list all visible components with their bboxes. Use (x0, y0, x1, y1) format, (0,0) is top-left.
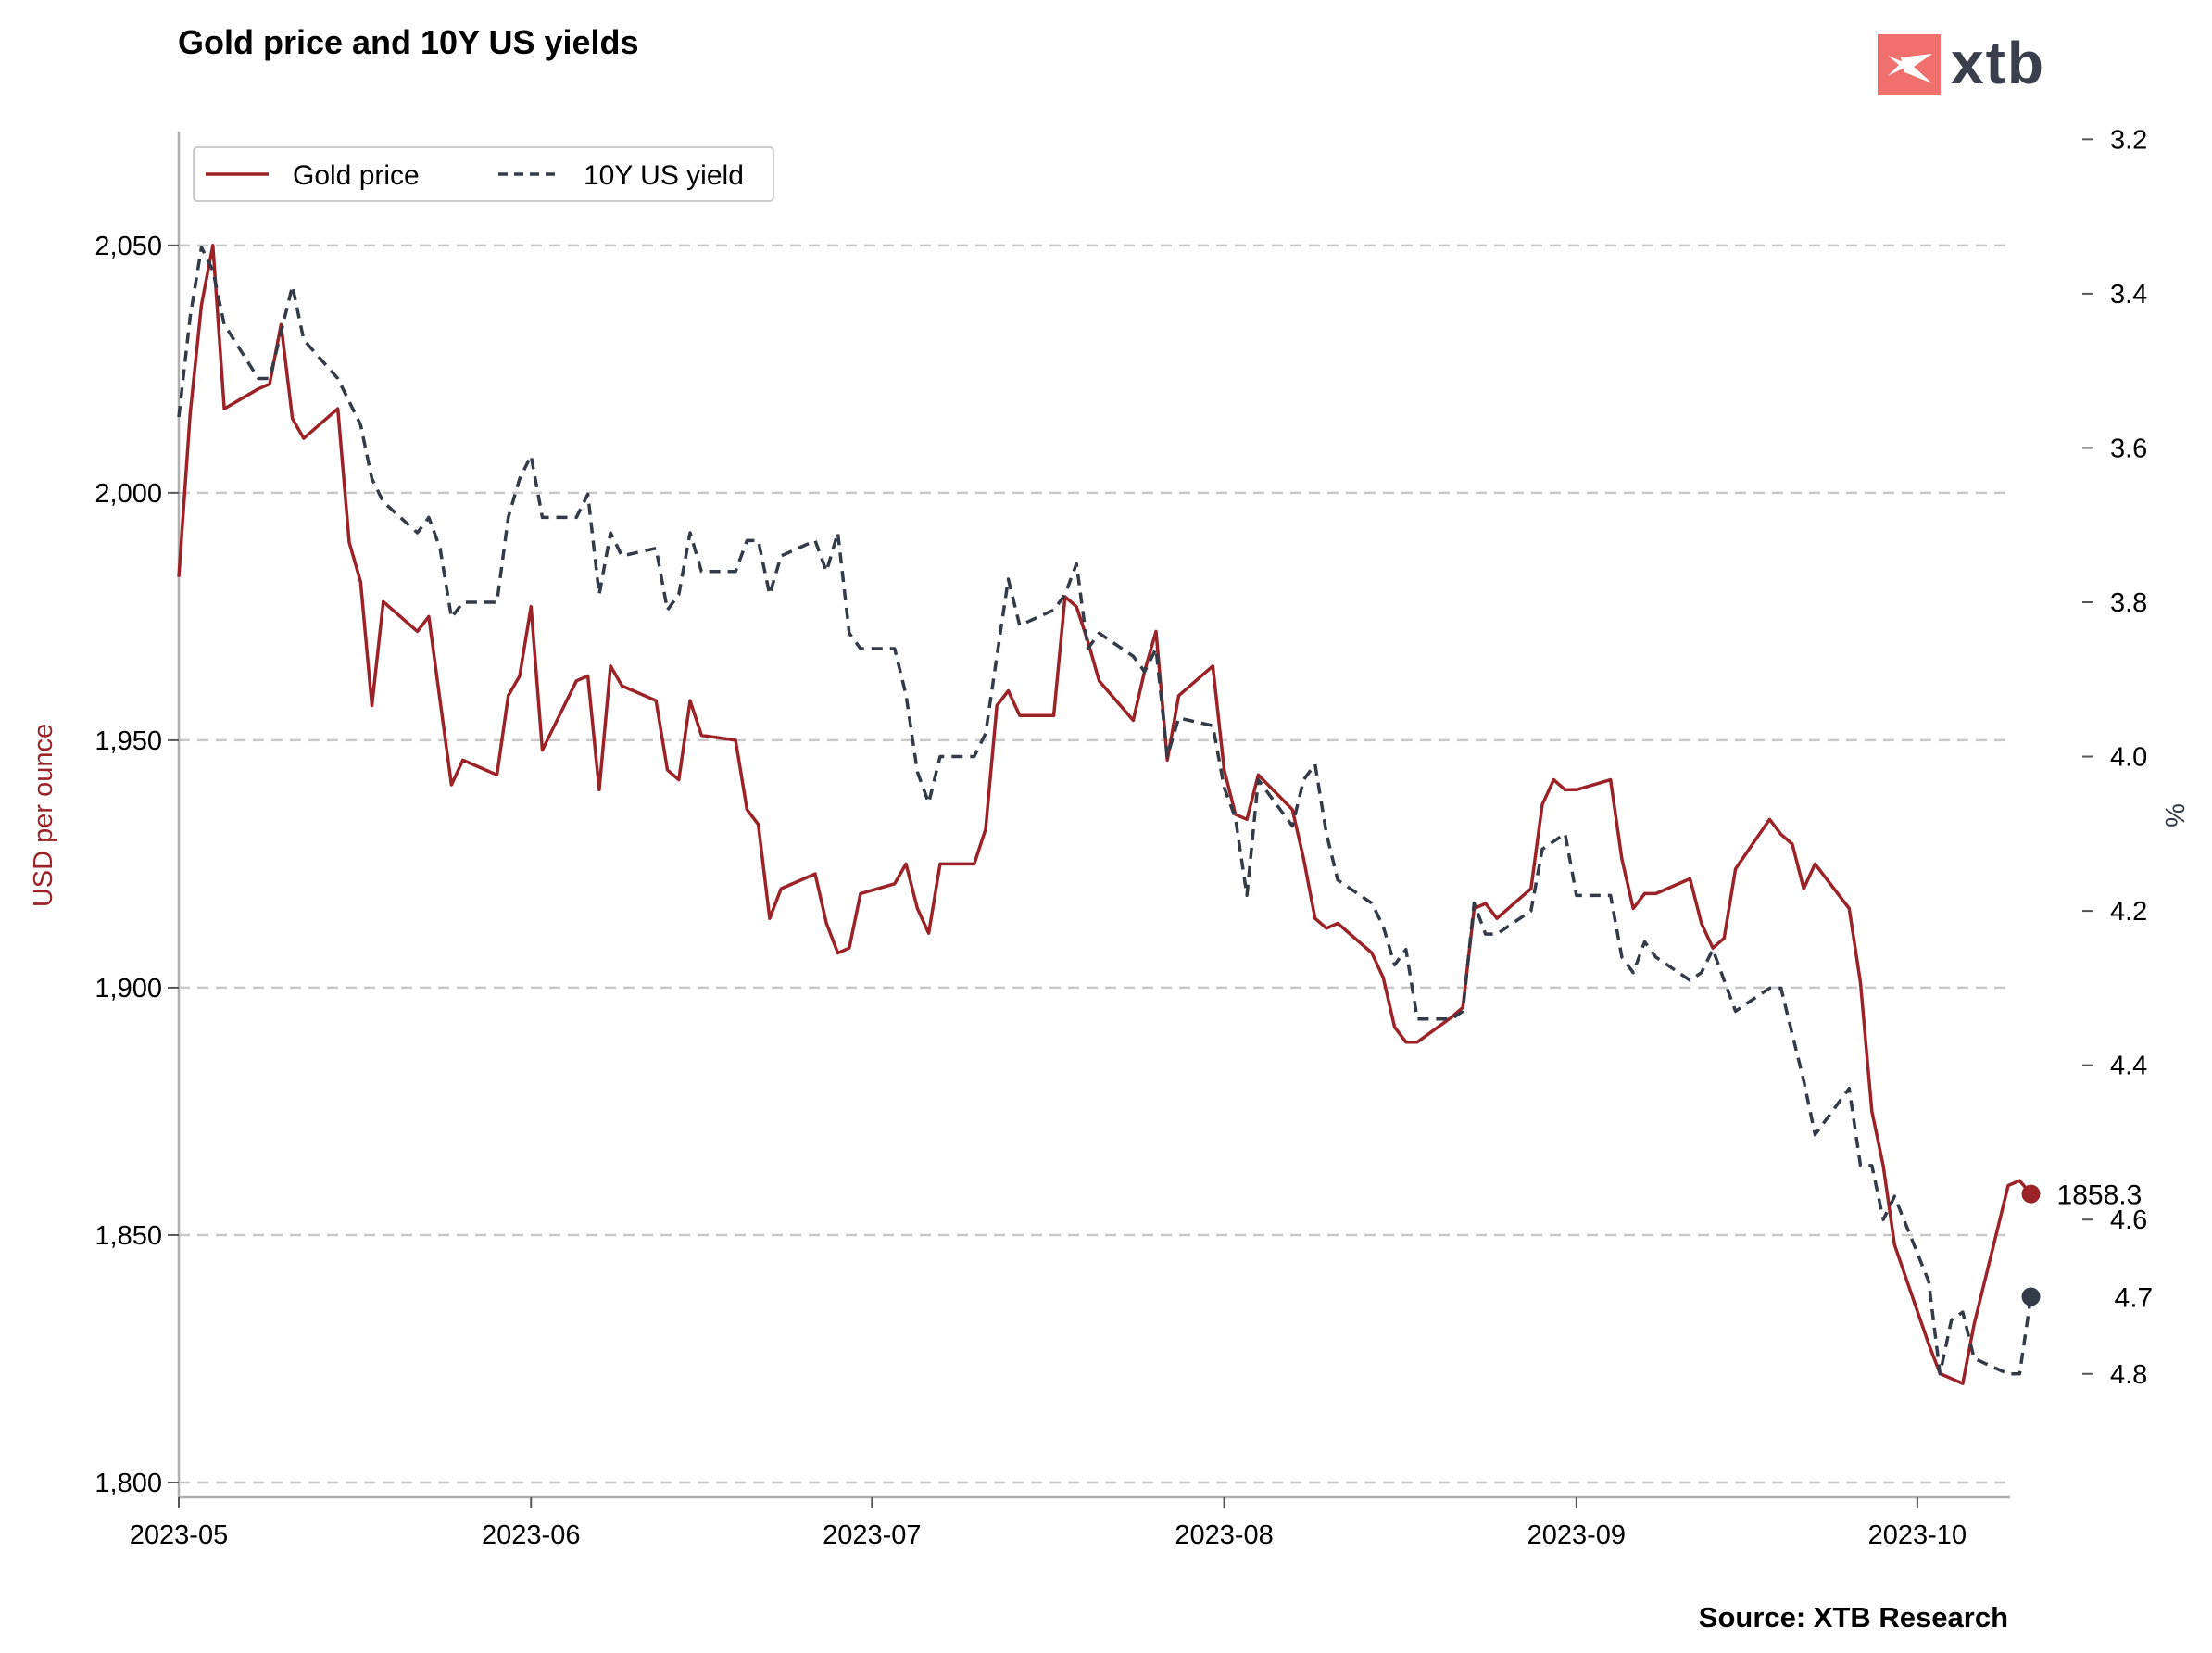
x-tick-label: 2023-09 (1527, 1521, 1626, 1550)
right-axis-ticks: 3.2 3.4 3.6 3.8 4.0 4.2 4.4 4.6 4.8 (2082, 125, 2147, 1390)
x-axis-ticks: 2023-05 2023-06 2023-07 2023-08 2023-09 2023-… (130, 1497, 1967, 1550)
right-tick-label: 4.2 (2110, 897, 2147, 927)
right-tick-label: 3.2 (2110, 125, 2147, 155)
left-axis-ticks: 1,800 1,850 1,900 1,950 2,000 2,050 (94, 232, 179, 1498)
left-tick-label: 1,850 (94, 1221, 162, 1251)
left-axis-label: USD per ounce (29, 724, 58, 907)
gold-end-label: 1858.3 (2057, 1180, 2143, 1211)
x-tick-label: 2023-08 (1175, 1521, 1273, 1550)
gold-price-line (177, 244, 2032, 1385)
right-tick-label: 4.4 (2110, 1052, 2147, 1081)
x-tick-label: 2023-05 (130, 1521, 228, 1550)
left-tick-label: 1,950 (94, 726, 162, 756)
right-tick-label: 3.8 (2110, 588, 2147, 618)
gold-end-marker (2021, 1184, 2041, 1204)
xtb-logo: xtb (1878, 30, 2045, 96)
left-tick-label: 1,800 (94, 1469, 162, 1498)
legend-label-yield: 10Y US yield (584, 160, 744, 191)
left-tick-label: 2,050 (94, 232, 162, 261)
right-axis-label: % (2161, 803, 2191, 827)
left-tick-label: 1,900 (94, 974, 162, 1003)
right-tick-label: 3.4 (2110, 280, 2147, 309)
right-tick-label: 4.8 (2110, 1360, 2147, 1390)
xtb-logo-text: xtb (1951, 30, 2045, 96)
series-group: 1858.3 4.7 (177, 244, 2154, 1385)
right-tick-label: 3.6 (2110, 434, 2147, 463)
left-tick-label: 2,000 (94, 479, 162, 509)
legend-label-gold: Gold price (293, 160, 420, 191)
gridlines (179, 244, 2008, 1484)
x-tick-label: 2023-10 (1868, 1521, 1967, 1550)
yield-end-label: 4.7 (2115, 1282, 2154, 1313)
yield-end-marker (2021, 1287, 2041, 1306)
legend: Gold price 10Y US yield (193, 146, 774, 202)
xtb-logo-glyph (1888, 54, 1932, 83)
right-tick-label: 4.0 (2110, 743, 2147, 773)
x-tick-label: 2023-06 (482, 1521, 580, 1550)
x-tick-label: 2023-07 (823, 1521, 921, 1550)
chart-title: Gold price and 10Y US yields (178, 23, 639, 61)
us-yield-line (177, 246, 2033, 1376)
source-note: Source: XTB Research (1699, 1601, 2008, 1634)
legend-box (193, 146, 774, 202)
right-tick-label: 4.6 (2110, 1205, 2147, 1235)
